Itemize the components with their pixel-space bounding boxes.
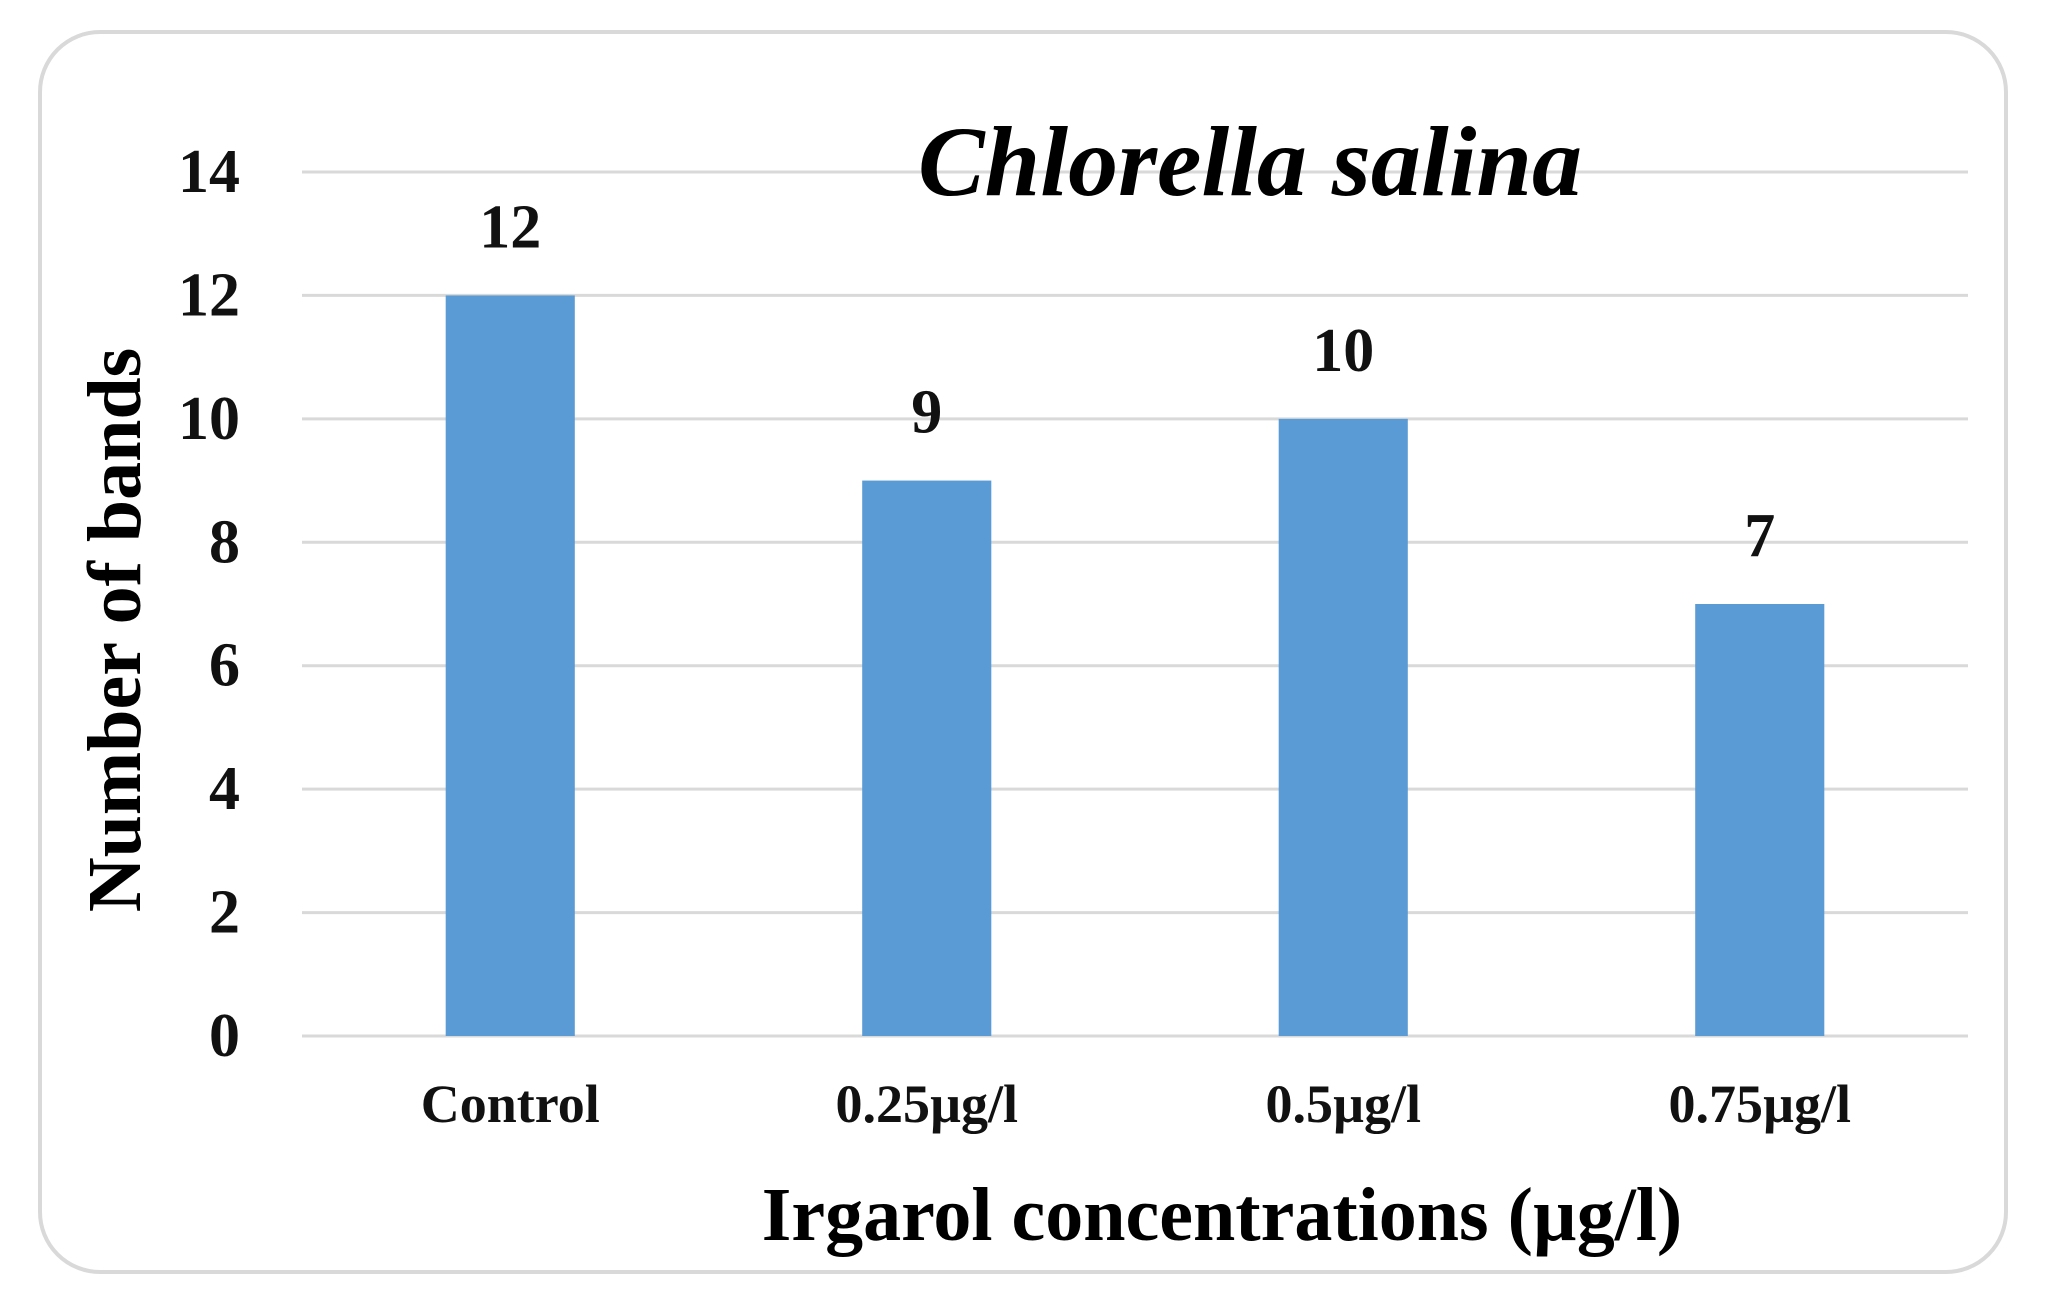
- x-axis-title: Irgarol concentrations (µg/l): [762, 1173, 1682, 1257]
- y-tick-label: 14: [178, 138, 240, 206]
- y-tick-label: 6: [209, 632, 240, 700]
- chart-title: Chlorella salina: [918, 106, 1582, 217]
- data-label: 10: [1312, 317, 1374, 385]
- y-tick-label: 8: [209, 508, 240, 576]
- y-tick-label: 10: [178, 385, 240, 453]
- y-tick-label: 4: [209, 755, 240, 823]
- data-label: 9: [911, 379, 942, 447]
- y-tick-label: 12: [178, 261, 240, 329]
- y-axis-title: Number of bands: [73, 348, 157, 913]
- bar-0: [445, 295, 575, 1036]
- y-tick-label: 0: [209, 1002, 240, 1070]
- bar-3: [1695, 604, 1825, 1036]
- bars: [445, 295, 1825, 1037]
- x-category-label: Control: [421, 1074, 600, 1134]
- data-label: 12: [479, 193, 541, 261]
- x-category-labels: Control 0.25µg/l 0.5µg/l 0.75µg/l: [421, 1074, 1851, 1134]
- bar-2: [1278, 418, 1408, 1036]
- x-category-label: 0.75µg/l: [1668, 1074, 1851, 1134]
- x-category-label: 0.25µg/l: [835, 1074, 1018, 1134]
- y-tick-labels: 0 2 4 6 8 10 12 14: [178, 138, 240, 1070]
- x-category-label: 0.5µg/l: [1265, 1074, 1421, 1134]
- chart-frame: [38, 30, 2008, 1274]
- y-tick-label: 2: [209, 879, 240, 947]
- data-labels: 12 9 10 7: [479, 193, 1775, 570]
- gridlines: [302, 170, 1968, 1038]
- data-label: 7: [1744, 502, 1775, 570]
- bar-1: [862, 480, 992, 1037]
